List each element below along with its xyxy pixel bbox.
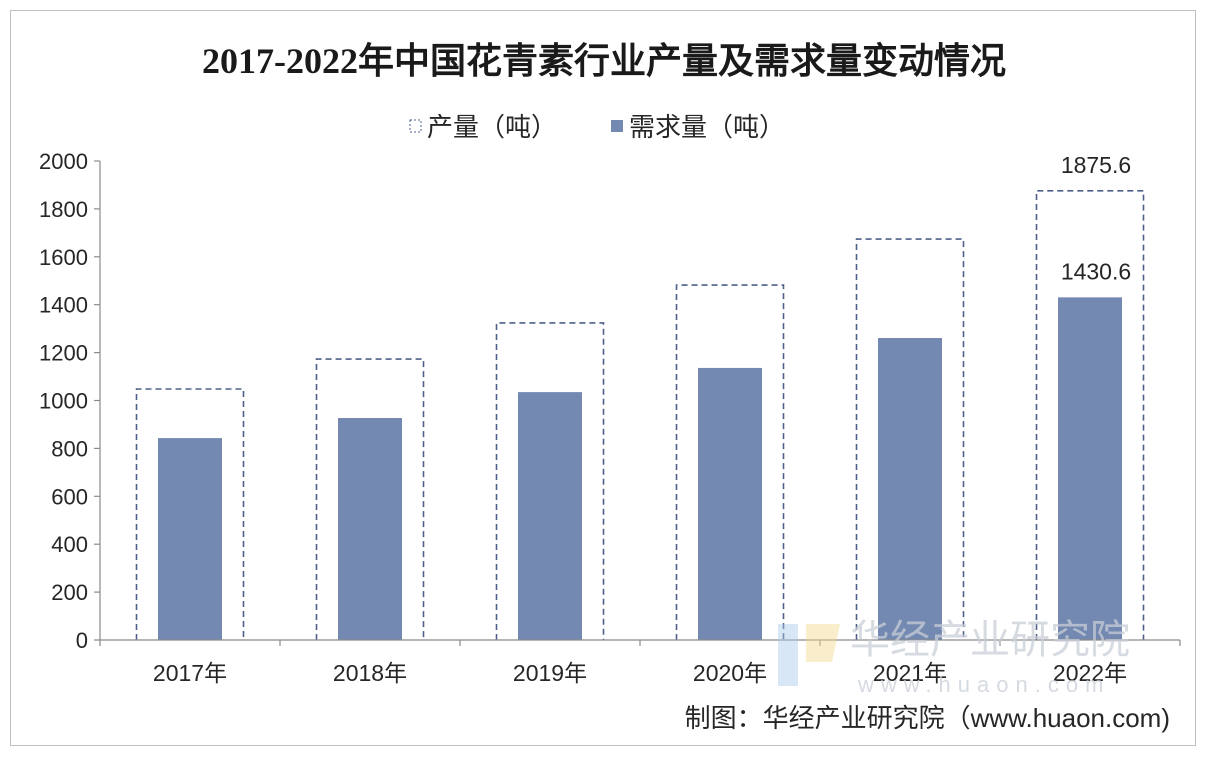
- legend-swatch-production: [409, 119, 422, 133]
- y-tick-label-5: 1000: [39, 389, 88, 414]
- y-tick-label-0: 0: [76, 628, 88, 653]
- plot-area: 0 200 400 600 800 1000 1200 1400 1600 1800 2000 201…: [39, 149, 1181, 686]
- production-bar-2: [495, 322, 605, 640]
- demand-bar-2: [518, 392, 582, 640]
- y-tick-label-6: 1200: [39, 341, 88, 366]
- demand-bar-4: [878, 337, 942, 640]
- watermark-logo-yellow: [806, 624, 840, 662]
- y-tick-label-3: 600: [51, 484, 88, 509]
- watermark-logo-blue: [778, 624, 798, 686]
- legend-label-demand: 需求量（吨）: [629, 112, 785, 142]
- legend-item-production: 产量（吨）: [409, 112, 557, 142]
- y-tick-label-7: 1400: [39, 293, 88, 318]
- watermark-brand: 华经产业研究院: [850, 618, 1130, 662]
- data-label-s1-p5: 1430.6: [1061, 258, 1131, 284]
- chart-title: 2017-2022年中国花青素行业产量及需求量变动情况: [202, 40, 1006, 81]
- y-tick-label-10: 2000: [39, 149, 88, 174]
- data-label-s0-p5: 1875.6: [1061, 152, 1131, 178]
- x-axis: 2017年 2018年 2019年 2020年 2021年 2022年: [99, 639, 1181, 686]
- series-production: [135, 189, 1145, 640]
- production-bar-4: [855, 238, 965, 640]
- legend: 产量（吨） 需求量（吨）: [409, 112, 785, 142]
- demand-bar-1: [338, 417, 402, 640]
- y-tick-label-9: 1800: [39, 197, 88, 222]
- x-tick-label-2: 2019年: [513, 660, 587, 686]
- demand-bar-0: [158, 438, 222, 640]
- data-labels: 1875.6 1430.6: [1061, 152, 1131, 285]
- series-demand: [158, 297, 1122, 640]
- legend-swatch-demand: [611, 120, 623, 132]
- watermark: 华经产业研究院 www.huaon.com: [778, 618, 1130, 697]
- x-tick-label-3: 2020年: [693, 660, 767, 686]
- x-tick-label-5: 2022年: [1053, 660, 1127, 686]
- production-bar-5: [1035, 189, 1145, 640]
- production-bar-1: [315, 358, 425, 640]
- x-tick-label-4: 2021年: [873, 660, 947, 686]
- watermark-url: www.huaon.com: [857, 672, 1110, 697]
- demand-bar-5: [1058, 297, 1122, 640]
- x-tick-label-0: 2017年: [153, 660, 227, 686]
- y-tick-label-4: 800: [51, 436, 88, 461]
- x-tick-label-1: 2018年: [333, 660, 407, 686]
- production-bar-0: [135, 388, 245, 640]
- y-axis: 0 200 400 600 800 1000 1200 1400 1600 1800 2000: [39, 149, 101, 653]
- y-tick-label-8: 1600: [39, 245, 88, 270]
- legend-item-demand: 需求量（吨）: [611, 112, 785, 142]
- y-tick-label-2: 400: [51, 532, 88, 557]
- demand-bar-3: [698, 367, 762, 640]
- y-tick-label-1: 200: [51, 580, 88, 605]
- legend-label-production: 产量（吨）: [427, 112, 557, 142]
- source-note: 制图：华经产业研究院（www.huaon.com): [685, 703, 1170, 733]
